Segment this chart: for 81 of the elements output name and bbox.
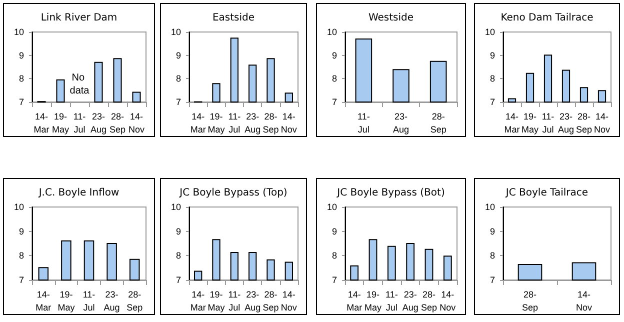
x-tick-label: 11-Jul bbox=[385, 290, 398, 312]
y-tick-label: 9 bbox=[176, 226, 181, 236]
x-tick-label: 23-Aug bbox=[244, 290, 261, 312]
chart-title: Keno Dam Tailrace bbox=[500, 12, 594, 24]
y-tick-label: 8 bbox=[490, 250, 495, 261]
x-tick-label: 14-Mar bbox=[36, 290, 52, 312]
y-tick-label: 10 bbox=[484, 202, 495, 212]
y-tick-label: 9 bbox=[176, 50, 181, 60]
y-tick-label: 9 bbox=[332, 226, 337, 236]
chart-title: JC Boyle Tailrace bbox=[504, 188, 588, 198]
x-tick-label: 23-Aug bbox=[558, 112, 574, 134]
x-tick-label: 11-Jul bbox=[542, 112, 554, 134]
y-tick-label: 8 bbox=[332, 250, 337, 261]
x-tick-label: 19-May bbox=[52, 112, 70, 134]
y-tick-label: 7 bbox=[18, 97, 24, 107]
x-tick-label: 23-Aug bbox=[402, 290, 418, 312]
y-tick-label: 10 bbox=[326, 27, 337, 37]
y-tick-label: 9 bbox=[18, 226, 24, 236]
x-tick-label: 19-May bbox=[521, 112, 539, 134]
y-tick-label: 7 bbox=[490, 275, 495, 285]
y-tick-label: 8 bbox=[176, 250, 181, 261]
chart-title: J.C. Boyle Inflow bbox=[38, 188, 120, 198]
chart-title: JC Boyle Bypass (Bot) bbox=[336, 188, 445, 198]
chart-title: Westside bbox=[368, 12, 414, 24]
chart-title: JC Boyle Bypass (Top) bbox=[178, 188, 288, 198]
y-tick-label: 7 bbox=[332, 275, 337, 285]
x-tick-label: 14-Nov bbox=[576, 290, 592, 312]
x-tick-label: 23-Aug bbox=[90, 112, 107, 134]
x-tick-label: 19-May bbox=[58, 290, 76, 312]
x-tick-label: 28-Sep bbox=[576, 112, 592, 134]
x-tick-label: 19-May bbox=[208, 290, 226, 312]
x-tick-label: 14-Mar bbox=[504, 112, 520, 134]
x-tick-label: 14-Nov bbox=[594, 112, 610, 134]
x-tick-label: 14-Nov bbox=[128, 112, 145, 134]
x-tick-label: 28-Sep bbox=[262, 112, 279, 134]
y-tick-label: 8 bbox=[176, 74, 181, 84]
y-tick-label: 7 bbox=[490, 97, 495, 107]
x-tick-label: 11-Jul bbox=[228, 290, 241, 312]
x-tick-label: 11-Jul bbox=[357, 112, 370, 134]
y-tick-label: 10 bbox=[484, 27, 495, 37]
annotation: No data bbox=[70, 72, 90, 96]
x-tick-label: 23-Aug bbox=[244, 112, 261, 134]
x-tick-label: 28-Sep bbox=[262, 290, 279, 312]
x-tick-label: 11-Jul bbox=[82, 290, 96, 312]
x-tick-label: 14-Mar bbox=[190, 112, 206, 134]
x-tick-label: 14-Nov bbox=[280, 112, 298, 134]
x-tick-label: 28-Sep bbox=[109, 112, 126, 134]
chart-title: Link River Dam bbox=[40, 12, 118, 24]
y-tick-label: 8 bbox=[332, 74, 337, 84]
x-tick-label: 14-Nov bbox=[280, 290, 298, 312]
y-tick-label: 10 bbox=[170, 202, 181, 212]
x-tick-label: 11-Jul bbox=[228, 112, 241, 134]
x-tick-label: 19-May bbox=[364, 290, 382, 312]
y-tick-label: 10 bbox=[170, 27, 181, 37]
y-tick-label: 10 bbox=[14, 27, 24, 37]
x-tick-label: 28-Sep bbox=[420, 290, 438, 312]
y-tick-label: 7 bbox=[332, 97, 337, 107]
x-tick-label: 19-May bbox=[208, 112, 226, 134]
x-tick-label: 14-Mar bbox=[34, 112, 50, 134]
y-tick-label: 8 bbox=[18, 250, 24, 261]
chart-title: Eastside bbox=[212, 12, 255, 24]
y-tick-label: 7 bbox=[176, 97, 181, 107]
x-tick-label: 14-Mar bbox=[346, 290, 362, 312]
y-tick-label: 9 bbox=[18, 50, 24, 60]
y-tick-label: 7 bbox=[176, 275, 181, 285]
y-tick-label: 8 bbox=[18, 74, 24, 84]
y-tick-label: 10 bbox=[326, 202, 337, 212]
x-tick-label: 28-Sep bbox=[126, 290, 143, 312]
y-tick-label: 9 bbox=[332, 50, 337, 60]
x-tick-label: 14-Nov bbox=[440, 290, 456, 312]
y-tick-label: 10 bbox=[14, 202, 24, 212]
y-tick-label: 7 bbox=[18, 275, 24, 285]
x-tick-label: 28-Sep bbox=[430, 112, 446, 134]
x-tick-label: 23-Aug bbox=[104, 290, 120, 312]
x-tick-label: 28-Sep bbox=[522, 290, 538, 312]
x-tick-label: 23-Aug bbox=[392, 112, 410, 134]
x-tick-label: 14-Mar bbox=[190, 290, 206, 312]
y-tick-label: 9 bbox=[490, 50, 495, 60]
x-tick-label: 11-Jul bbox=[73, 112, 86, 134]
y-tick-label: 9 bbox=[490, 226, 495, 236]
y-tick-label: 8 bbox=[490, 74, 495, 84]
